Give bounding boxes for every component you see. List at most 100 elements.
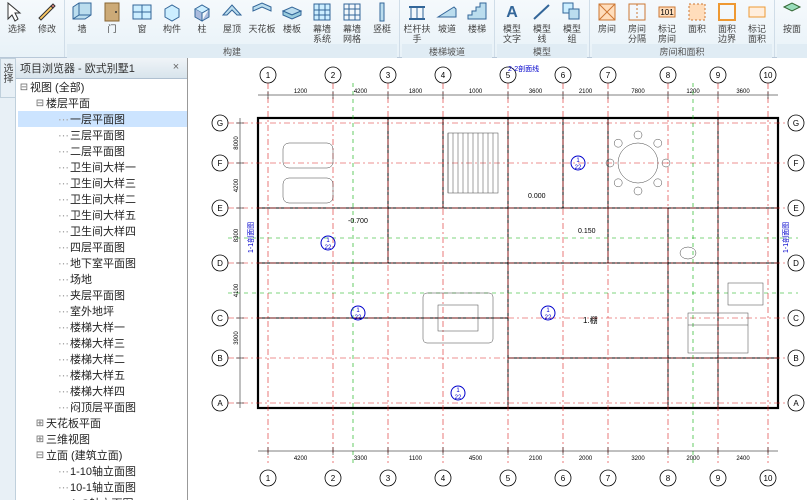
svg-text:3200: 3200 [631,456,645,462]
stair-btn[interactable]: 楼梯 [462,0,492,44]
tree-item[interactable]: ⋯1-10轴立面图 [18,463,187,479]
ribbon-label: 竖梃 [373,24,391,34]
svg-text:1100: 1100 [409,456,423,462]
ribbon-label: 天花板 [248,24,275,34]
window-btn[interactable]: 窗 [127,0,157,44]
mullion-btn[interactable]: 竖梃 [367,0,397,44]
svg-text:22: 22 [355,315,362,321]
modify-btn[interactable]: 修改 [32,0,62,44]
svg-text:4100: 4100 [234,283,240,297]
tree-item[interactable]: ⋯场地 [18,271,187,287]
area-btn[interactable]: 面积 [682,0,712,44]
drawing-canvas[interactable]: 1234567891012345678910GFEDCBAGFEDCBA1200… [188,58,807,500]
tree-item[interactable]: ⋯楼梯大样五 [18,367,187,383]
tree-item[interactable]: ⋯二层平面图 [18,143,187,159]
ceiling-btn[interactable]: 天花板 [247,0,277,44]
close-icon[interactable]: × [169,61,183,75]
svg-text:22: 22 [455,395,462,401]
tree-item[interactable]: ⋯楼梯大样二 [18,351,187,367]
svg-text:22: 22 [325,245,332,251]
svg-text:4200: 4200 [234,178,240,192]
browser-title: 项目浏览器 - 欧式别墅1 [20,60,135,76]
door-btn[interactable]: 门 [97,0,127,44]
ribbon-label: 模型组 [563,24,581,44]
svg-text:2: 2 [331,474,336,483]
room-tag-btn[interactable]: 101标记房间 [652,0,682,44]
svg-text:2000: 2000 [579,456,593,462]
curtain-sys-btn[interactable]: 幕墙系统 [307,0,337,44]
model-group-btn[interactable]: 模型组 [557,0,587,44]
svg-text:2100: 2100 [579,89,593,95]
ribbon-label: 面积 [688,24,706,34]
ribbon-label: 坡道 [438,24,456,34]
tree-item[interactable]: ⋯卫生间大样二 [18,191,187,207]
tree-item[interactable]: ⋯卫生间大样五 [18,207,187,223]
tree-item[interactable]: ⋯楼梯大样三 [18,335,187,351]
project-tree[interactable]: ⊟视图 (全部)⊟楼层平面⋯一层平面图⋯三层平面图⋯二层平面图⋯卫生间大样一⋯卫… [16,79,187,500]
tree-item[interactable]: ⋯室外地坪 [18,303,187,319]
tree-item[interactable]: ⋯卫生间大样三 [18,175,187,191]
tree-root[interactable]: ⊟视图 (全部) [18,79,187,95]
svg-text:E: E [217,204,222,213]
roof-btn[interactable]: 屋顶 [217,0,247,44]
tree-section[interactable]: ⊟楼层平面 [18,95,187,111]
svg-text:3600: 3600 [736,89,750,95]
svg-text:5: 5 [506,474,511,483]
pencil-icon [36,1,58,23]
ramp-icon [436,1,458,23]
curtain-grid-btn[interactable]: 幕墙网格 [337,0,367,44]
roomtag-icon: 101 [656,1,678,23]
svg-text:1-1剖面图: 1-1剖面图 [781,222,790,253]
tree-item[interactable]: ⋯三层平面图 [18,127,187,143]
tree-item[interactable]: ⋯10-1轴立面图 [18,479,187,495]
sidebar-tab-select[interactable]: 选择 [0,58,16,98]
ribbon-label: 栏杆扶手 [403,24,431,44]
svg-text:10: 10 [764,474,773,483]
column-btn[interactable]: 柱 [187,0,217,44]
room-sep-btn[interactable]: 房间分隔 [622,0,652,44]
tree-section[interactable]: ⊟立面 (建筑立面) [18,447,187,463]
tree-item[interactable]: ⋯楼梯大样一 [18,319,187,335]
column-icon [191,1,213,23]
select-btn[interactable]: 选择 [2,0,32,44]
svg-text:2: 2 [331,71,336,80]
ribbon-label: 模型文字 [503,24,521,44]
svg-text:8000: 8000 [234,136,240,150]
svg-text:4: 4 [441,474,446,483]
tree-item[interactable]: ⋯楼梯大样四 [18,383,187,399]
svg-text:D: D [793,259,799,268]
door-icon [101,1,123,23]
tree-item[interactable]: ⋯夹层平面图 [18,287,187,303]
tree-item[interactable]: ⋯一层平面图 [18,111,187,127]
svg-text:7800: 7800 [631,89,645,95]
ribbon-label: 窗 [137,24,146,34]
tree-item[interactable]: ⋯四层平面图 [18,239,187,255]
tree-item[interactable]: ⋯闷顶层平面图 [18,399,187,415]
svg-text:1800: 1800 [409,89,423,95]
floor-btn[interactable]: 楼板 [277,0,307,44]
ribbon-label: 构件 [163,24,181,34]
ramp-btn[interactable]: 坡道 [432,0,462,44]
area-icon [686,1,708,23]
railing-btn[interactable]: 栏杆扶手 [402,0,432,44]
by-face-btn[interactable]: 按面 [777,0,807,44]
tree-item[interactable]: ⋯地下室平面图 [18,255,187,271]
group-title: 洞口 [777,44,807,59]
model-line-btn[interactable]: 模型线 [527,0,557,44]
svg-text:2-2剖面线: 2-2剖面线 [508,64,539,73]
svg-text:1: 1 [456,388,460,394]
area-tag-btn[interactable]: 标记面积 [742,0,772,44]
tree-item[interactable]: ⋯卫生间大样四 [18,223,187,239]
room-btn[interactable]: 房间 [592,0,622,44]
model-text-btn[interactable]: A模型文字 [497,0,527,44]
tree-section[interactable]: ⊞三维视图 [18,431,187,447]
tree-item[interactable]: ⋯卫生间大样一 [18,159,187,175]
main-area: 选择 项目浏览器 - 欧式别墅1 × ⊟视图 (全部)⊟楼层平面⋯一层平面图⋯三… [0,58,807,500]
tree-section[interactable]: ⊞天花板平面 [18,415,187,431]
area-bound-btn[interactable]: 面积边界 [712,0,742,44]
svg-text:-0.700: -0.700 [348,218,368,225]
component-btn[interactable]: 构件 [157,0,187,44]
wall-icon [71,1,93,23]
tree-item[interactable]: ⋯A-G轴立面图 [18,495,187,500]
wall-btn[interactable]: 墙 [67,0,97,44]
